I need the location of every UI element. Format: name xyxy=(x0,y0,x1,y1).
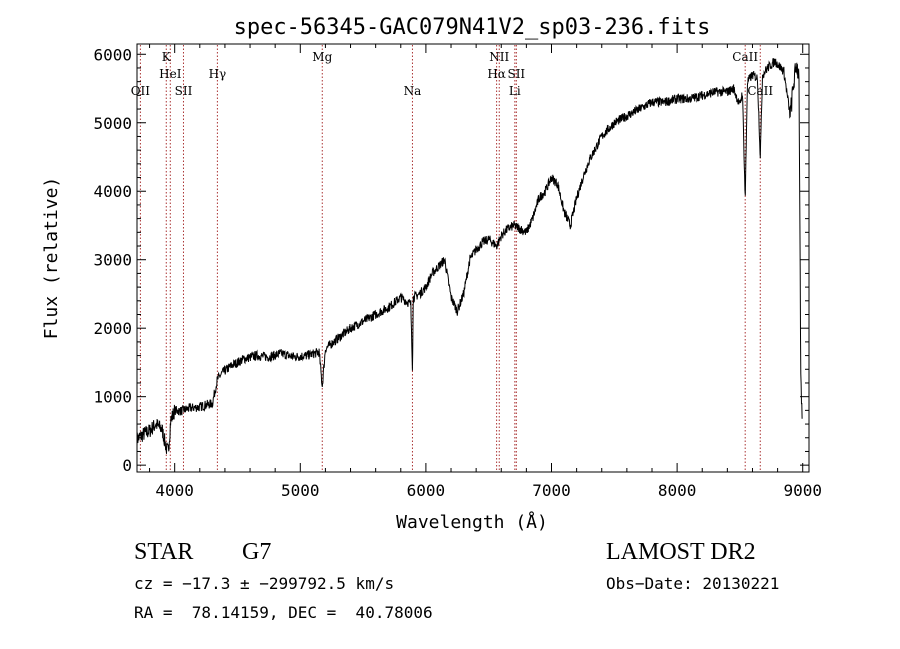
x-tick-label-4000: 4000 xyxy=(155,481,194,500)
line-label-9: SII xyxy=(507,67,525,81)
y-tick-label-2000: 2000 xyxy=(93,319,132,338)
redshift-velocity: cz = −17.3 ± −299792.5 km/s xyxy=(134,574,395,593)
object-subclass: G7 xyxy=(242,539,272,565)
x-tick-label-9000: 9000 xyxy=(783,481,822,500)
y-tick-label-0: 0 xyxy=(122,456,132,475)
y-tick-label-5000: 5000 xyxy=(93,114,132,133)
line-label-8: Hα xyxy=(487,67,506,81)
line-label-6: Na xyxy=(404,84,422,98)
line-label-3: SII xyxy=(175,84,193,98)
x-tick-label-6000: 6000 xyxy=(407,481,446,500)
x-axis: 4000 5000 6000 7000 8000 9000 xyxy=(149,44,822,500)
x-tick-label-5000: 5000 xyxy=(281,481,320,500)
line-label-2: HeI xyxy=(159,67,182,81)
line-label-0: OII xyxy=(131,84,151,98)
line-label-10: Li xyxy=(509,84,521,98)
y-tick-label-3000: 3000 xyxy=(93,251,132,270)
y-axis-label: Flux (relative) xyxy=(41,177,62,340)
x-tick-label-7000: 7000 xyxy=(532,481,571,500)
flux-line xyxy=(136,58,803,454)
x-tick-label-8000: 8000 xyxy=(658,481,697,500)
line-label-7: NII xyxy=(489,50,509,64)
flux-series xyxy=(136,58,803,454)
y-axis: 0 1000 2000 3000 4000 5000 6000 xyxy=(93,45,809,475)
y-tick-label-4000: 4000 xyxy=(93,182,132,201)
y-tick-label-6000: 6000 xyxy=(93,45,132,64)
plot-frame xyxy=(136,43,810,473)
line-label-4: Hγ xyxy=(209,67,227,81)
y-tick-label-1000: 1000 xyxy=(93,388,132,407)
line-label-1: K xyxy=(162,50,172,64)
survey-name: LAMOST DR2 xyxy=(606,539,756,565)
line-label-11: CaII xyxy=(732,50,758,64)
observation-date: Obs−Date: 20130221 xyxy=(606,574,780,593)
line-label-5: Mg xyxy=(312,50,332,64)
x-axis-label: Wavelength (Å) xyxy=(396,511,548,533)
chart-title: spec-56345-GAC079N41V2_sp03-236.fits xyxy=(234,15,711,40)
line-label-12: CaII xyxy=(747,84,773,98)
object-class: STAR xyxy=(134,539,194,565)
coordinates: RA = 78.14159, DEC = 40.78006 xyxy=(134,603,433,622)
